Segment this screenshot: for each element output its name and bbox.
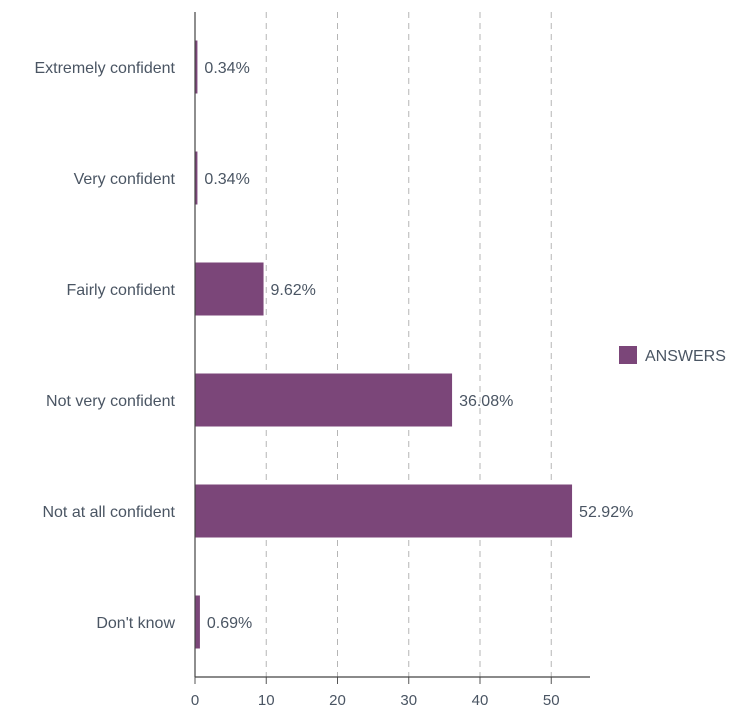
x-tick-label: 10 xyxy=(258,692,275,709)
value-label: 52.92% xyxy=(579,504,633,521)
x-tick-label: 0 xyxy=(191,692,199,709)
axes xyxy=(194,12,590,684)
value-label: 0.69% xyxy=(207,615,252,632)
x-tick-label: 20 xyxy=(329,692,346,709)
grid-lines xyxy=(265,12,552,677)
x-tick-labels: 0 10 20 30 40 50 xyxy=(191,692,560,709)
legend-label: ANSWERS xyxy=(645,348,726,365)
x-tick-label: 30 xyxy=(400,692,417,709)
bar xyxy=(195,484,573,538)
value-label: 0.34% xyxy=(204,60,249,77)
bar xyxy=(195,595,200,649)
bar xyxy=(195,151,198,205)
category-labels: Extremely confident Very confident Fairly … xyxy=(34,60,175,632)
value-label: 0.34% xyxy=(204,171,249,188)
x-tick-label: 40 xyxy=(472,692,489,709)
category-label: Very confident xyxy=(74,171,176,188)
bar xyxy=(195,373,453,427)
bars xyxy=(195,40,573,649)
x-tick-label: 50 xyxy=(543,692,560,709)
category-label: Extremely confident xyxy=(34,60,175,77)
category-label: Not at all confident xyxy=(42,504,175,521)
legend-swatch xyxy=(619,346,637,364)
category-label: Don't know xyxy=(96,615,175,632)
bar xyxy=(195,40,198,94)
category-label: Not very confident xyxy=(46,393,176,410)
value-label: 9.62% xyxy=(271,282,316,299)
value-label: 36.08% xyxy=(459,393,513,410)
bar xyxy=(195,262,264,316)
legend: ANSWERS xyxy=(619,346,726,365)
value-labels: 0.34% 0.34% 9.62% 36.08% 52.92% 0.69% xyxy=(204,60,633,632)
category-label: Fairly confident xyxy=(67,282,176,299)
